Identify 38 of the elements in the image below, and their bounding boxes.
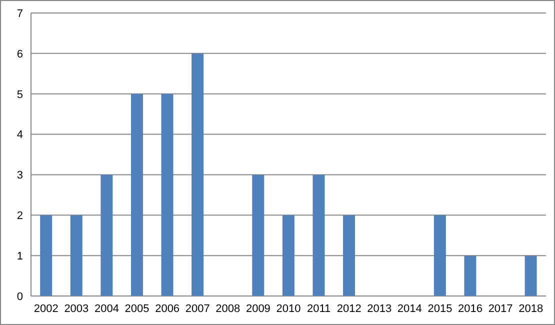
bar [343, 215, 356, 296]
x-tick-label: 2014 [397, 302, 422, 315]
y-tick-label: 0 [16, 290, 23, 303]
x-tick-label: 2017 [488, 302, 513, 315]
bar [282, 215, 294, 296]
y-tick-label: 2 [16, 210, 23, 222]
bar [192, 53, 204, 296]
x-tick-label: 2009 [246, 302, 270, 315]
bar [252, 174, 264, 296]
x-tick-label: 2003 [64, 302, 89, 315]
y-tick-label: 1 [16, 250, 23, 262]
bar [100, 174, 113, 296]
bar [40, 215, 52, 296]
x-tick-label: 2011 [306, 302, 331, 315]
bar [161, 94, 174, 296]
x-tick-label: 2018 [518, 302, 544, 315]
y-tick-label: 3 [16, 170, 23, 182]
y-tick-label: 7 [16, 8, 23, 20]
x-tick-label: 2002 [34, 302, 58, 315]
x-tick-label: 2013 [367, 302, 392, 315]
x-tick-label: 2005 [124, 302, 150, 315]
y-tick-label: 5 [16, 88, 23, 101]
bar [464, 256, 476, 296]
x-tick-label: 2006 [155, 302, 180, 315]
x-tick-label: 2007 [185, 302, 210, 315]
y-tick-label: 6 [16, 48, 23, 60]
x-tick-label: 2004 [94, 302, 119, 315]
x-tick-label: 2016 [458, 302, 483, 315]
bar [70, 215, 82, 296]
x-tick-label: 2012 [336, 302, 362, 315]
bar [434, 215, 446, 296]
bar [524, 256, 537, 296]
x-tick-label: 2008 [216, 302, 240, 315]
bar [312, 174, 325, 296]
bar [130, 94, 143, 296]
x-tick-label: 2015 [428, 302, 452, 315]
x-tick-label: 2010 [276, 302, 301, 315]
y-tick-label: 4 [16, 129, 23, 142]
